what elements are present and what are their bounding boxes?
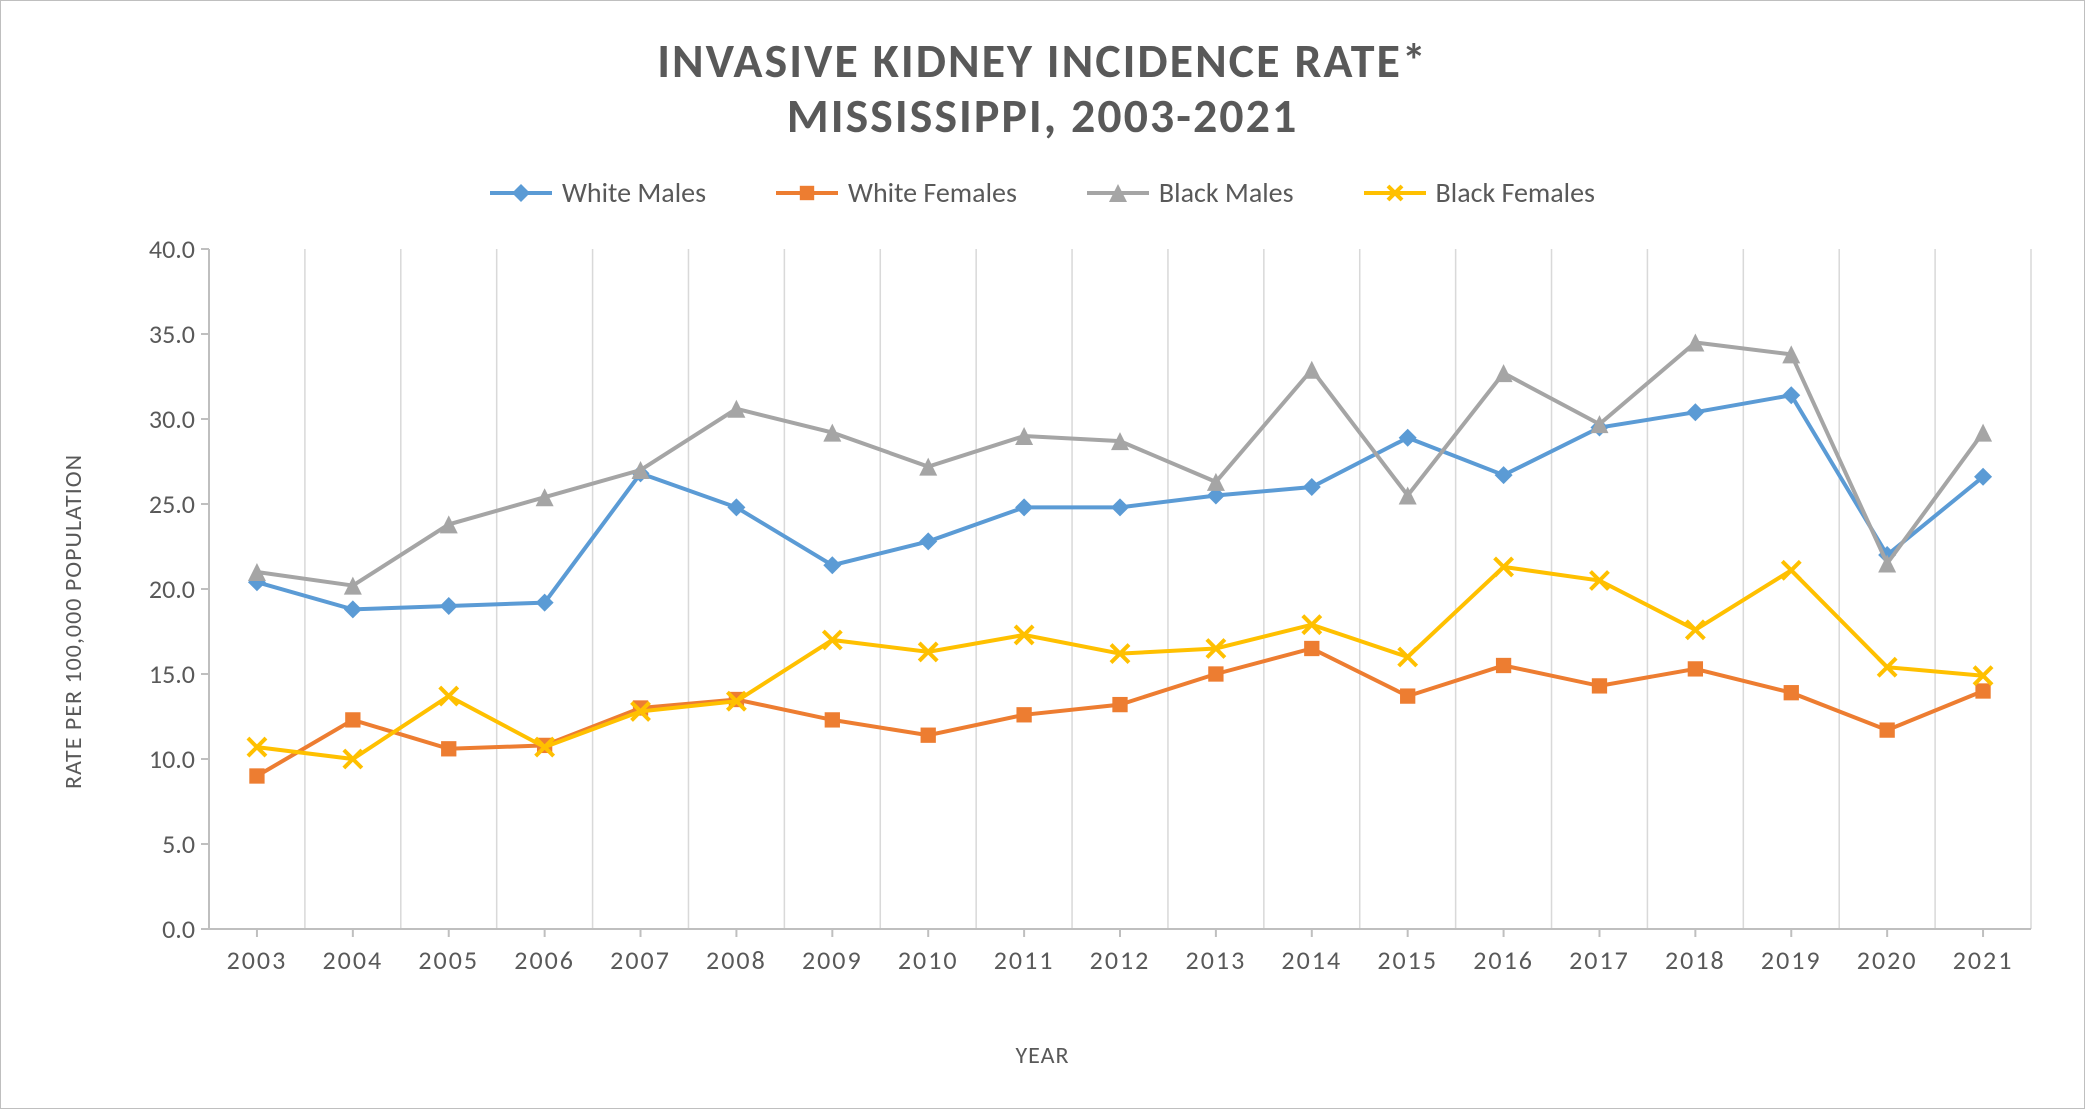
legend-swatch (490, 183, 552, 203)
x-tick-label: 2019 (1761, 944, 1822, 976)
x-tick-label: 2005 (418, 944, 479, 976)
y-tick-label: 25.0 (149, 488, 195, 520)
legend-label: Black Females (1436, 175, 1595, 210)
legend-label: White Males (562, 175, 706, 210)
chart-inner: INVASIVE KIDNEY INCIDENCE RATE* MISSISSI… (11, 11, 2074, 1098)
chart-title-line2: MISSISSIPPI, 2003-2021 (787, 86, 1299, 145)
legend-swatch (1087, 183, 1149, 203)
x-axis-label: YEAR (11, 1041, 2074, 1070)
y-axis-label: RATE PER 100,000 POPULATION (59, 454, 88, 789)
y-tick-label: 35.0 (149, 318, 195, 350)
x-tick-label: 2008 (706, 944, 767, 976)
legend-item: White Males (490, 175, 706, 210)
y-tick-label: 20.0 (149, 573, 195, 605)
y-tick-label: 0.0 (162, 913, 195, 945)
x-tick-label: 2015 (1377, 944, 1438, 976)
chart-title: INVASIVE KIDNEY INCIDENCE RATE* MISSISSI… (11, 33, 2074, 143)
legend-item: Black Females (1364, 175, 1595, 210)
y-tick-label: 40.0 (149, 239, 195, 265)
x-tick-label: 2010 (898, 944, 959, 976)
plot-svg: 0.0 5.0 10.0 15.0 20.0 25.0 30.0 35.0 40.0 2003 20… (139, 239, 2049, 1029)
legend-item: White Females (776, 175, 1017, 210)
x-tick-label: 2012 (1090, 944, 1151, 976)
legend-label: Black Males (1159, 175, 1294, 210)
x-tick-label: 2003 (227, 944, 288, 976)
x-tick-label: 2006 (514, 944, 575, 976)
x-tick-label: 2011 (994, 944, 1055, 976)
x-tick-label: 2014 (1281, 944, 1342, 976)
chart-title-line1: INVASIVE KIDNEY INCIDENCE RATE* (657, 31, 1428, 90)
legend: White Males White Females Black Males Black… (11, 175, 2074, 210)
y-tick-label: 30.0 (149, 403, 195, 435)
legend-item: Black Males (1087, 175, 1294, 210)
y-tick-label: 10.0 (149, 743, 195, 775)
x-tick-label: 2009 (802, 944, 863, 976)
x-tick-label: 2017 (1569, 944, 1630, 976)
y-tick-label: 5.0 (162, 828, 195, 860)
x-tick-label: 2013 (1186, 944, 1247, 976)
chart-frame: INVASIVE KIDNEY INCIDENCE RATE* MISSISSI… (0, 0, 2085, 1109)
y-tick-label: 15.0 (149, 658, 195, 690)
legend-swatch (776, 183, 838, 203)
x-tick-label: 2007 (610, 944, 671, 976)
plot-area: 0.0 5.0 10.0 15.0 20.0 25.0 30.0 35.0 40.0 2003 20… (139, 239, 2049, 1029)
x-tick-label: 2018 (1665, 944, 1726, 976)
x-tick-label: 2020 (1857, 944, 1918, 976)
legend-label: White Females (848, 175, 1017, 210)
x-tick-label: 2021 (1953, 944, 2014, 976)
legend-swatch (1364, 183, 1426, 203)
x-tick-label: 2016 (1473, 944, 1534, 976)
x-tick-label: 2004 (322, 944, 383, 976)
